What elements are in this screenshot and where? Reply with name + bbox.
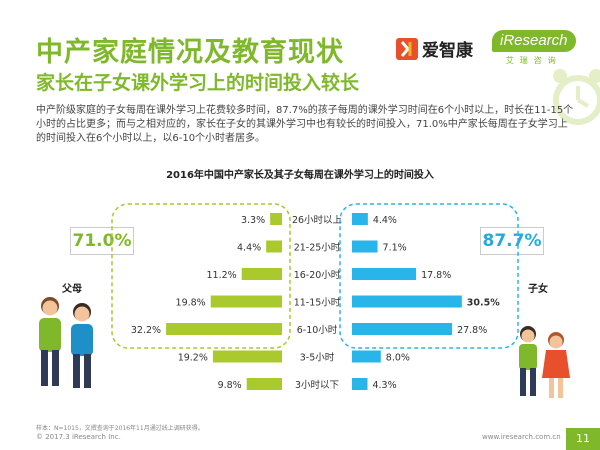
children-bar bbox=[352, 295, 462, 308]
iresearch-logo-cn: 艾瑞咨询 bbox=[505, 56, 562, 65]
parents-total-percent: 71.0% bbox=[70, 227, 134, 255]
category-label: 11-15小时 bbox=[294, 297, 341, 309]
children-group-outline bbox=[339, 203, 519, 349]
parents-group-outline bbox=[111, 203, 291, 349]
category-label: 21-25小时 bbox=[294, 242, 341, 254]
children-value-label: 27.8% bbox=[457, 325, 487, 336]
parents-bar bbox=[266, 240, 282, 253]
parents-value-label: 3.3% bbox=[241, 215, 265, 226]
children-value-label: 4.3% bbox=[372, 380, 396, 391]
children-bar bbox=[352, 378, 368, 390]
category-label: 16-20小时 bbox=[294, 269, 341, 281]
page-title: 中产家庭情况及教育现状 bbox=[36, 37, 344, 68]
parents-bar bbox=[212, 350, 282, 363]
aizhikang-logo-icon bbox=[396, 37, 418, 60]
chart-title: 2016年中国中产家长及其子女每周在课外学习上的时间投入 bbox=[166, 170, 434, 181]
children-value-label: 4.4% bbox=[373, 215, 397, 226]
aizhikang-logo: 爱智康 bbox=[396, 36, 473, 61]
aizhikang-logo-text: 爱智康 bbox=[422, 41, 473, 61]
parents-value-label: 19.2% bbox=[178, 353, 208, 364]
parents-value-label: 11.2% bbox=[206, 270, 236, 281]
parents-label: 父母 bbox=[62, 284, 82, 295]
children-bar bbox=[352, 268, 417, 280]
children-value-label: 8.0% bbox=[386, 353, 410, 364]
parents-bar bbox=[270, 213, 282, 225]
page-subtitle: 家长在子女课外学习上的时间投入较长 bbox=[36, 72, 360, 94]
category-label: 3-5小时 bbox=[300, 352, 335, 364]
children-bar bbox=[352, 323, 453, 335]
children-value-label: 7.1% bbox=[383, 243, 407, 254]
alarm-clock-icon bbox=[553, 69, 600, 125]
children-bar bbox=[352, 350, 381, 363]
parents-value-label: 32.2% bbox=[131, 325, 161, 336]
children-label: 子女 bbox=[528, 284, 548, 295]
website-url: www.iresearch.com.cn bbox=[482, 433, 561, 441]
children-value-label: 17.8% bbox=[421, 270, 451, 281]
children-total-percent: 87.7% bbox=[480, 227, 544, 255]
iresearch-logo-text: iResearch bbox=[492, 30, 576, 52]
category-label: 26小时以上 bbox=[292, 214, 343, 226]
parents-figure-icon bbox=[39, 297, 93, 388]
sample-note: 样本：N=1015，文撰查询于2016年11月通过线上调研获得。 bbox=[36, 425, 204, 432]
children-value-label: 30.5% bbox=[467, 298, 500, 309]
parents-bar bbox=[241, 268, 282, 280]
parents-bar bbox=[246, 378, 282, 390]
parents-bar bbox=[210, 295, 282, 308]
parents-value-label: 9.8% bbox=[218, 380, 242, 391]
parents-value-label: 4.4% bbox=[237, 243, 261, 254]
children-bar bbox=[352, 240, 378, 253]
children-figure-icon bbox=[519, 326, 570, 398]
category-label: 3小时以下 bbox=[295, 379, 339, 391]
iresearch-logo: iResearch 艾瑞咨询 bbox=[492, 30, 576, 66]
parents-bar bbox=[166, 323, 282, 335]
parents-value-label: 19.8% bbox=[176, 298, 206, 309]
page-number: 11 bbox=[566, 428, 600, 450]
children-bar bbox=[352, 213, 368, 225]
copyright: © 2017.3 iResearch Inc. bbox=[36, 433, 121, 441]
category-label: 6-10小时 bbox=[297, 324, 338, 336]
description-text: 中产阶级家庭的子女每周在课外学习上花费较多时间，87.7%的孩子每周的课外学习时… bbox=[36, 105, 574, 144]
